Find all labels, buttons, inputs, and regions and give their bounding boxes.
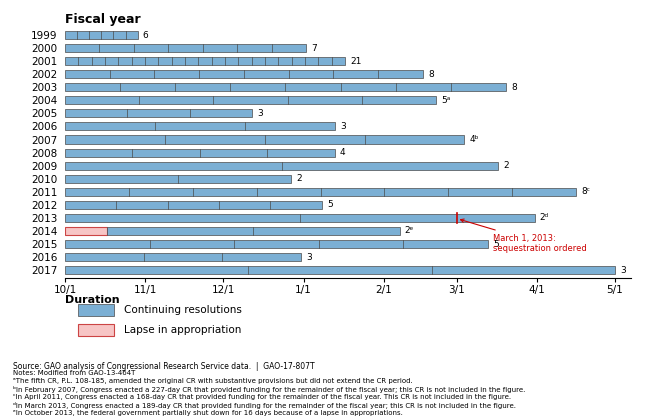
Text: ᵃThe fifth CR, P.L. 108-185, amended the original CR with substantive provisions: ᵃThe fifth CR, P.L. 108-185, amended the… — [13, 378, 413, 384]
Bar — [65, 266, 615, 274]
Bar — [65, 188, 576, 196]
Text: 5: 5 — [493, 240, 499, 249]
Bar — [65, 148, 335, 157]
Text: Duration: Duration — [65, 295, 120, 305]
Bar — [65, 201, 322, 209]
Text: 8: 8 — [511, 83, 517, 92]
Bar — [65, 57, 345, 65]
Bar — [65, 253, 301, 261]
Text: Source: GAO analysis of Congressional Research Service data.  |  GAO-17-807T: Source: GAO analysis of Congressional Re… — [13, 362, 315, 371]
Text: 7: 7 — [311, 43, 317, 53]
Bar — [65, 214, 534, 222]
Text: Fiscal year: Fiscal year — [65, 13, 140, 26]
Text: 5ᵃ: 5ᵃ — [441, 96, 450, 105]
Text: Lapse in appropriation: Lapse in appropriation — [124, 325, 241, 335]
Text: 2ᵉ: 2ᵉ — [405, 227, 414, 235]
Text: ᶜIn April 2011, Congress enacted a 168-day CR that provided funding for the rema: ᶜIn April 2011, Congress enacted a 168-d… — [13, 394, 511, 400]
Bar — [65, 44, 306, 52]
Text: March 1, 2013:
sequestration ordered: March 1, 2013: sequestration ordered — [461, 219, 587, 253]
Text: 2: 2 — [503, 161, 509, 170]
Text: 3: 3 — [306, 252, 312, 262]
Text: ᵇIn February 2007, Congress enacted a 227-day CR that provided funding for the r: ᵇIn February 2007, Congress enacted a 22… — [13, 386, 525, 393]
Text: Continuing resolutions: Continuing resolutions — [124, 305, 241, 315]
Text: 6: 6 — [143, 31, 149, 40]
Bar — [65, 83, 506, 91]
Text: 5: 5 — [327, 200, 333, 209]
Text: 3: 3 — [620, 265, 626, 275]
Text: 3: 3 — [340, 122, 346, 131]
Bar — [65, 122, 335, 130]
Bar — [65, 31, 138, 39]
Bar — [65, 96, 436, 104]
Text: 2: 2 — [296, 174, 302, 183]
Bar — [65, 110, 252, 117]
Text: 3: 3 — [257, 109, 263, 118]
Text: ᵉIn October 2013, the federal government partially shut down for 16 days because: ᵉIn October 2013, the federal government… — [13, 410, 403, 415]
Text: 21: 21 — [350, 56, 361, 66]
Bar — [65, 175, 291, 183]
Text: 8ᶜ: 8ᶜ — [581, 187, 590, 196]
Text: 4: 4 — [340, 148, 346, 157]
Text: 4ᵇ: 4ᵇ — [470, 135, 479, 144]
Bar — [65, 240, 488, 248]
Bar — [65, 162, 498, 170]
Bar — [65, 70, 423, 78]
Text: Notes: Modified from GAO-13-464T: Notes: Modified from GAO-13-464T — [13, 370, 135, 376]
Text: 8: 8 — [428, 70, 434, 79]
Bar — [107, 227, 400, 235]
Bar — [65, 227, 107, 235]
Bar — [65, 135, 465, 143]
Text: ᵈIn March 2013, Congress enacted a 189-day CR that provided funding for the rema: ᵈIn March 2013, Congress enacted a 189-d… — [13, 402, 516, 409]
Text: 2ᵈ: 2ᵈ — [540, 213, 549, 222]
